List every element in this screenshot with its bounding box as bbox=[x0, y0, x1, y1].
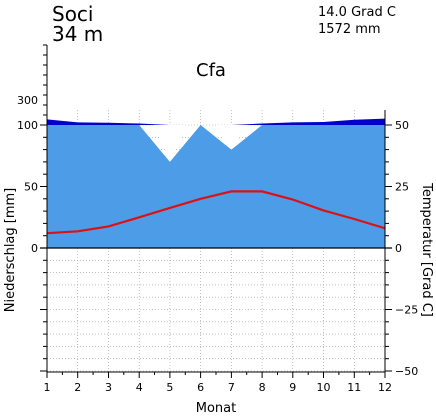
precip-dip-7 bbox=[216, 125, 247, 150]
left-axis-label: Niederschlag [mm] bbox=[3, 188, 18, 313]
right-tick-label: −25 bbox=[395, 304, 418, 317]
right-tick-label: −50 bbox=[395, 365, 418, 378]
x-tick-label: 8 bbox=[259, 381, 266, 394]
right-tick-label: 0 bbox=[395, 242, 402, 255]
x-tick-label: 3 bbox=[105, 381, 112, 394]
x-tick-label: 2 bbox=[74, 381, 81, 394]
x-tick-label: 11 bbox=[347, 381, 361, 394]
left-tick-label: 100 bbox=[17, 119, 38, 132]
right-tick-label: 50 bbox=[395, 119, 409, 132]
left-tick-label: 0 bbox=[31, 242, 38, 255]
x-tick-label: 1 bbox=[44, 381, 51, 394]
mean-temperature: 14.0 Grad C bbox=[318, 5, 396, 20]
station-name: Soci bbox=[52, 2, 94, 26]
left-tick-label: 300 bbox=[17, 94, 38, 107]
humid-area bbox=[47, 125, 385, 248]
station-elevation: 34 m bbox=[52, 22, 104, 46]
left-tick-label: 50 bbox=[24, 181, 38, 194]
annual-precipitation: 1572 mm bbox=[318, 22, 381, 37]
right-tick-label: 25 bbox=[395, 181, 409, 194]
x-tick-label: 7 bbox=[228, 381, 235, 394]
temperature-line bbox=[46, 190, 386, 235]
x-axis-label: Monat bbox=[196, 401, 236, 416]
x-tick-label: 4 bbox=[136, 381, 143, 394]
x-tick-label: 9 bbox=[289, 381, 296, 394]
x-tick-label: 10 bbox=[317, 381, 331, 394]
climate-class: Cfa bbox=[196, 60, 226, 81]
x-tick-label: 12 bbox=[378, 381, 392, 394]
right-axis-label: Temperatur [Grad C] bbox=[419, 182, 434, 317]
precip-dip-5 bbox=[154, 125, 186, 162]
x-tick-label: 6 bbox=[197, 381, 204, 394]
x-tick-label: 5 bbox=[166, 381, 173, 394]
perhumid-area bbox=[47, 118, 385, 125]
